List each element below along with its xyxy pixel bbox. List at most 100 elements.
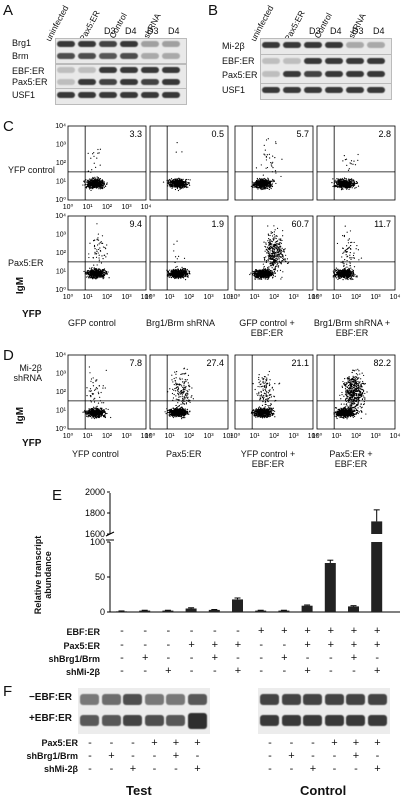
blot-band <box>141 41 159 47</box>
flow-plot-c1: 0.5 <box>149 125 229 201</box>
row-mi2b: Mi-2β <box>222 41 245 51</box>
x-tick-label: 10² <box>184 433 195 440</box>
blot-band <box>262 71 280 77</box>
condition-mark: - <box>120 639 124 651</box>
blot-band <box>283 87 301 93</box>
flow-plot-d: 21.1 <box>234 354 314 430</box>
panel-label-e: E <box>52 487 63 504</box>
f-condition-mark: - <box>131 750 135 762</box>
quadrant-value: 9.4 <box>129 219 142 229</box>
condition-mark: + <box>234 639 242 651</box>
blot-band <box>78 92 96 98</box>
f-condition-mark: - <box>354 763 358 775</box>
ylabel-igm: IgM <box>15 276 27 295</box>
y-tick-label: 10⁰ <box>55 196 66 204</box>
blot-band <box>346 71 364 77</box>
condition-mark: - <box>236 625 240 637</box>
f-condition-mark: + <box>108 750 115 762</box>
blot-band <box>324 694 344 705</box>
condition-mark: - <box>259 665 264 677</box>
xlabel-brg1-ebfer: Brg1/Brm shRNA + EBF:ER <box>313 318 391 338</box>
x-tick-label: 10³ <box>203 433 214 440</box>
blot-band <box>57 53 75 59</box>
blot-band <box>80 694 99 705</box>
row-label-mi2b-shrna: Mi-2β shRNA <box>13 363 42 383</box>
condition-mark: + <box>350 652 358 664</box>
f-condition-mark: - <box>152 750 157 762</box>
blot-band <box>57 92 75 98</box>
day-d4: D4 <box>125 26 137 36</box>
x-tick-label: 10¹ <box>331 433 342 440</box>
y-tick-label: 10³ <box>56 142 67 149</box>
panel-label-a: A <box>3 2 14 19</box>
xlabel-gfp-ebfer: GFP control + EBF:ER <box>239 318 295 338</box>
y-tick-label: 10⁰ <box>55 286 66 294</box>
x-tick-label: 10⁰ <box>63 203 74 211</box>
f-condition-mark: - <box>88 763 92 775</box>
quadrant-value: 1.9 <box>211 219 224 229</box>
blot-band <box>141 67 159 73</box>
row-ebfer: EBF:ER <box>12 66 45 76</box>
condition-mark: - <box>236 652 240 664</box>
f-condition-mark: - <box>332 750 337 762</box>
f-condition-mark: + <box>129 763 137 775</box>
x-tick-label: 10¹ <box>331 294 342 301</box>
blot-band <box>260 715 279 726</box>
condition-mark: + <box>281 652 288 664</box>
row-label-yfp-control: YFP control <box>8 165 55 175</box>
x-tick-label: 10⁰ <box>230 293 241 301</box>
condition-mark: + <box>165 665 172 677</box>
blot-band <box>99 67 117 73</box>
x-tick-label: 10³ <box>203 294 214 301</box>
condition-mark: - <box>212 665 217 677</box>
group-test: Test <box>126 783 152 798</box>
blot-band <box>162 79 180 85</box>
f-condition-mark: - <box>88 750 92 762</box>
bar <box>301 605 313 612</box>
f-condition-mark: + <box>194 737 201 749</box>
blot-band <box>80 715 99 726</box>
f-condition-mark: - <box>289 737 294 749</box>
blot-band <box>120 79 138 85</box>
bar <box>278 610 290 612</box>
y-tick-label: 10⁰ <box>55 425 66 433</box>
x-tick-label: 10⁴ <box>390 433 401 440</box>
x-tick-label: 10⁴ <box>390 294 401 301</box>
row-pax5er: Pax5:ER <box>222 70 258 80</box>
x-tick-label: 10⁰ <box>63 293 74 301</box>
condition-mark: + <box>257 625 265 637</box>
blot-band <box>283 71 301 77</box>
row-plus-ebfer: +EBF:ER <box>28 713 72 724</box>
blot-band <box>78 79 96 85</box>
condition-mark: - <box>189 625 194 637</box>
blot-band <box>260 694 279 705</box>
xlabel-pax5er: Pax5:ER <box>166 449 202 459</box>
x-tick-label: 10¹ <box>82 433 93 440</box>
cond-shbrg1: shBrg1/Brm <box>48 654 100 664</box>
blot-band <box>99 79 117 85</box>
blot-band <box>346 715 365 726</box>
f-condition-mark: - <box>268 750 272 762</box>
blot-band <box>324 715 344 726</box>
blot-band <box>281 715 301 726</box>
day-d3: D3 <box>104 26 116 36</box>
x-tick-label: 10³ <box>370 433 381 440</box>
row-pax5er: Pax5:ER <box>12 77 48 87</box>
y-tick-label: 1600 <box>85 529 105 539</box>
day-d4: D4 <box>168 26 180 36</box>
f-cond-shbrg1: shBrg1/Brm <box>26 751 78 761</box>
condition-mark: - <box>282 665 287 677</box>
bar <box>232 599 243 612</box>
blot-band <box>78 53 96 59</box>
f-condition-mark: + <box>352 750 360 762</box>
condition-mark: - <box>143 625 148 637</box>
f-condition-mark: - <box>131 737 135 749</box>
row-ebfer: EBF:ER <box>222 56 255 66</box>
y-tick-label: 50 <box>95 572 105 582</box>
flow-plot-c2: 1.9 <box>149 215 229 291</box>
row-label-pax5er: Pax5:ER <box>8 258 44 268</box>
xlabel-yfp: YFP <box>22 438 42 449</box>
x-tick-label: 10¹ <box>249 433 260 440</box>
blot-band <box>325 58 343 64</box>
condition-mark: - <box>189 652 194 664</box>
